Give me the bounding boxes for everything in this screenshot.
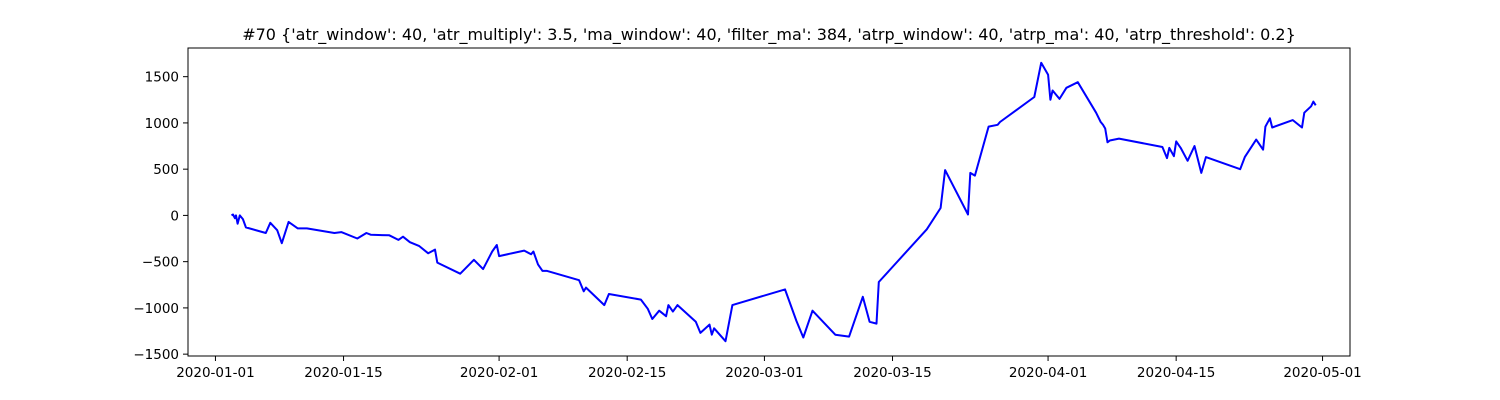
series-line — [230, 61, 1317, 343]
x-tick-label: 2020-01-15 — [304, 365, 382, 381]
y-tick-label: 500 — [153, 162, 179, 178]
x-tick-label: 2020-05-01 — [1283, 365, 1361, 381]
axes-frame — [187, 47, 1351, 357]
x-tick-label: 2020-04-01 — [1009, 365, 1087, 381]
plot-area — [187, 47, 1351, 357]
y-tick-label: 0 — [170, 208, 179, 224]
y-tick-label: −500 — [142, 255, 179, 271]
x-tick-label: 2020-03-15 — [853, 365, 931, 381]
y-tick-label: 1500 — [145, 70, 179, 86]
x-tick-label: 2020-01-01 — [176, 365, 254, 381]
chart-title: #70 {'atr_window': 40, 'atr_multiply': 3… — [242, 25, 1296, 45]
y-axis: 1500 1000 500 0 −500 −1000 −1500 — [133, 70, 188, 363]
y-tick-label: 1000 — [145, 116, 179, 132]
x-tick-label: 2020-03-01 — [725, 365, 803, 381]
y-tick-label: −1500 — [133, 347, 179, 363]
x-axis: 2020-01-01 2020-01-15 2020-02-01 2020-02-15… — [176, 356, 1362, 381]
x-tick-label: 2020-04-15 — [1137, 365, 1215, 381]
x-tick-label: 2020-02-01 — [460, 365, 538, 381]
x-tick-label: 2020-02-15 — [588, 365, 666, 381]
y-tick-label: −1000 — [133, 301, 179, 317]
